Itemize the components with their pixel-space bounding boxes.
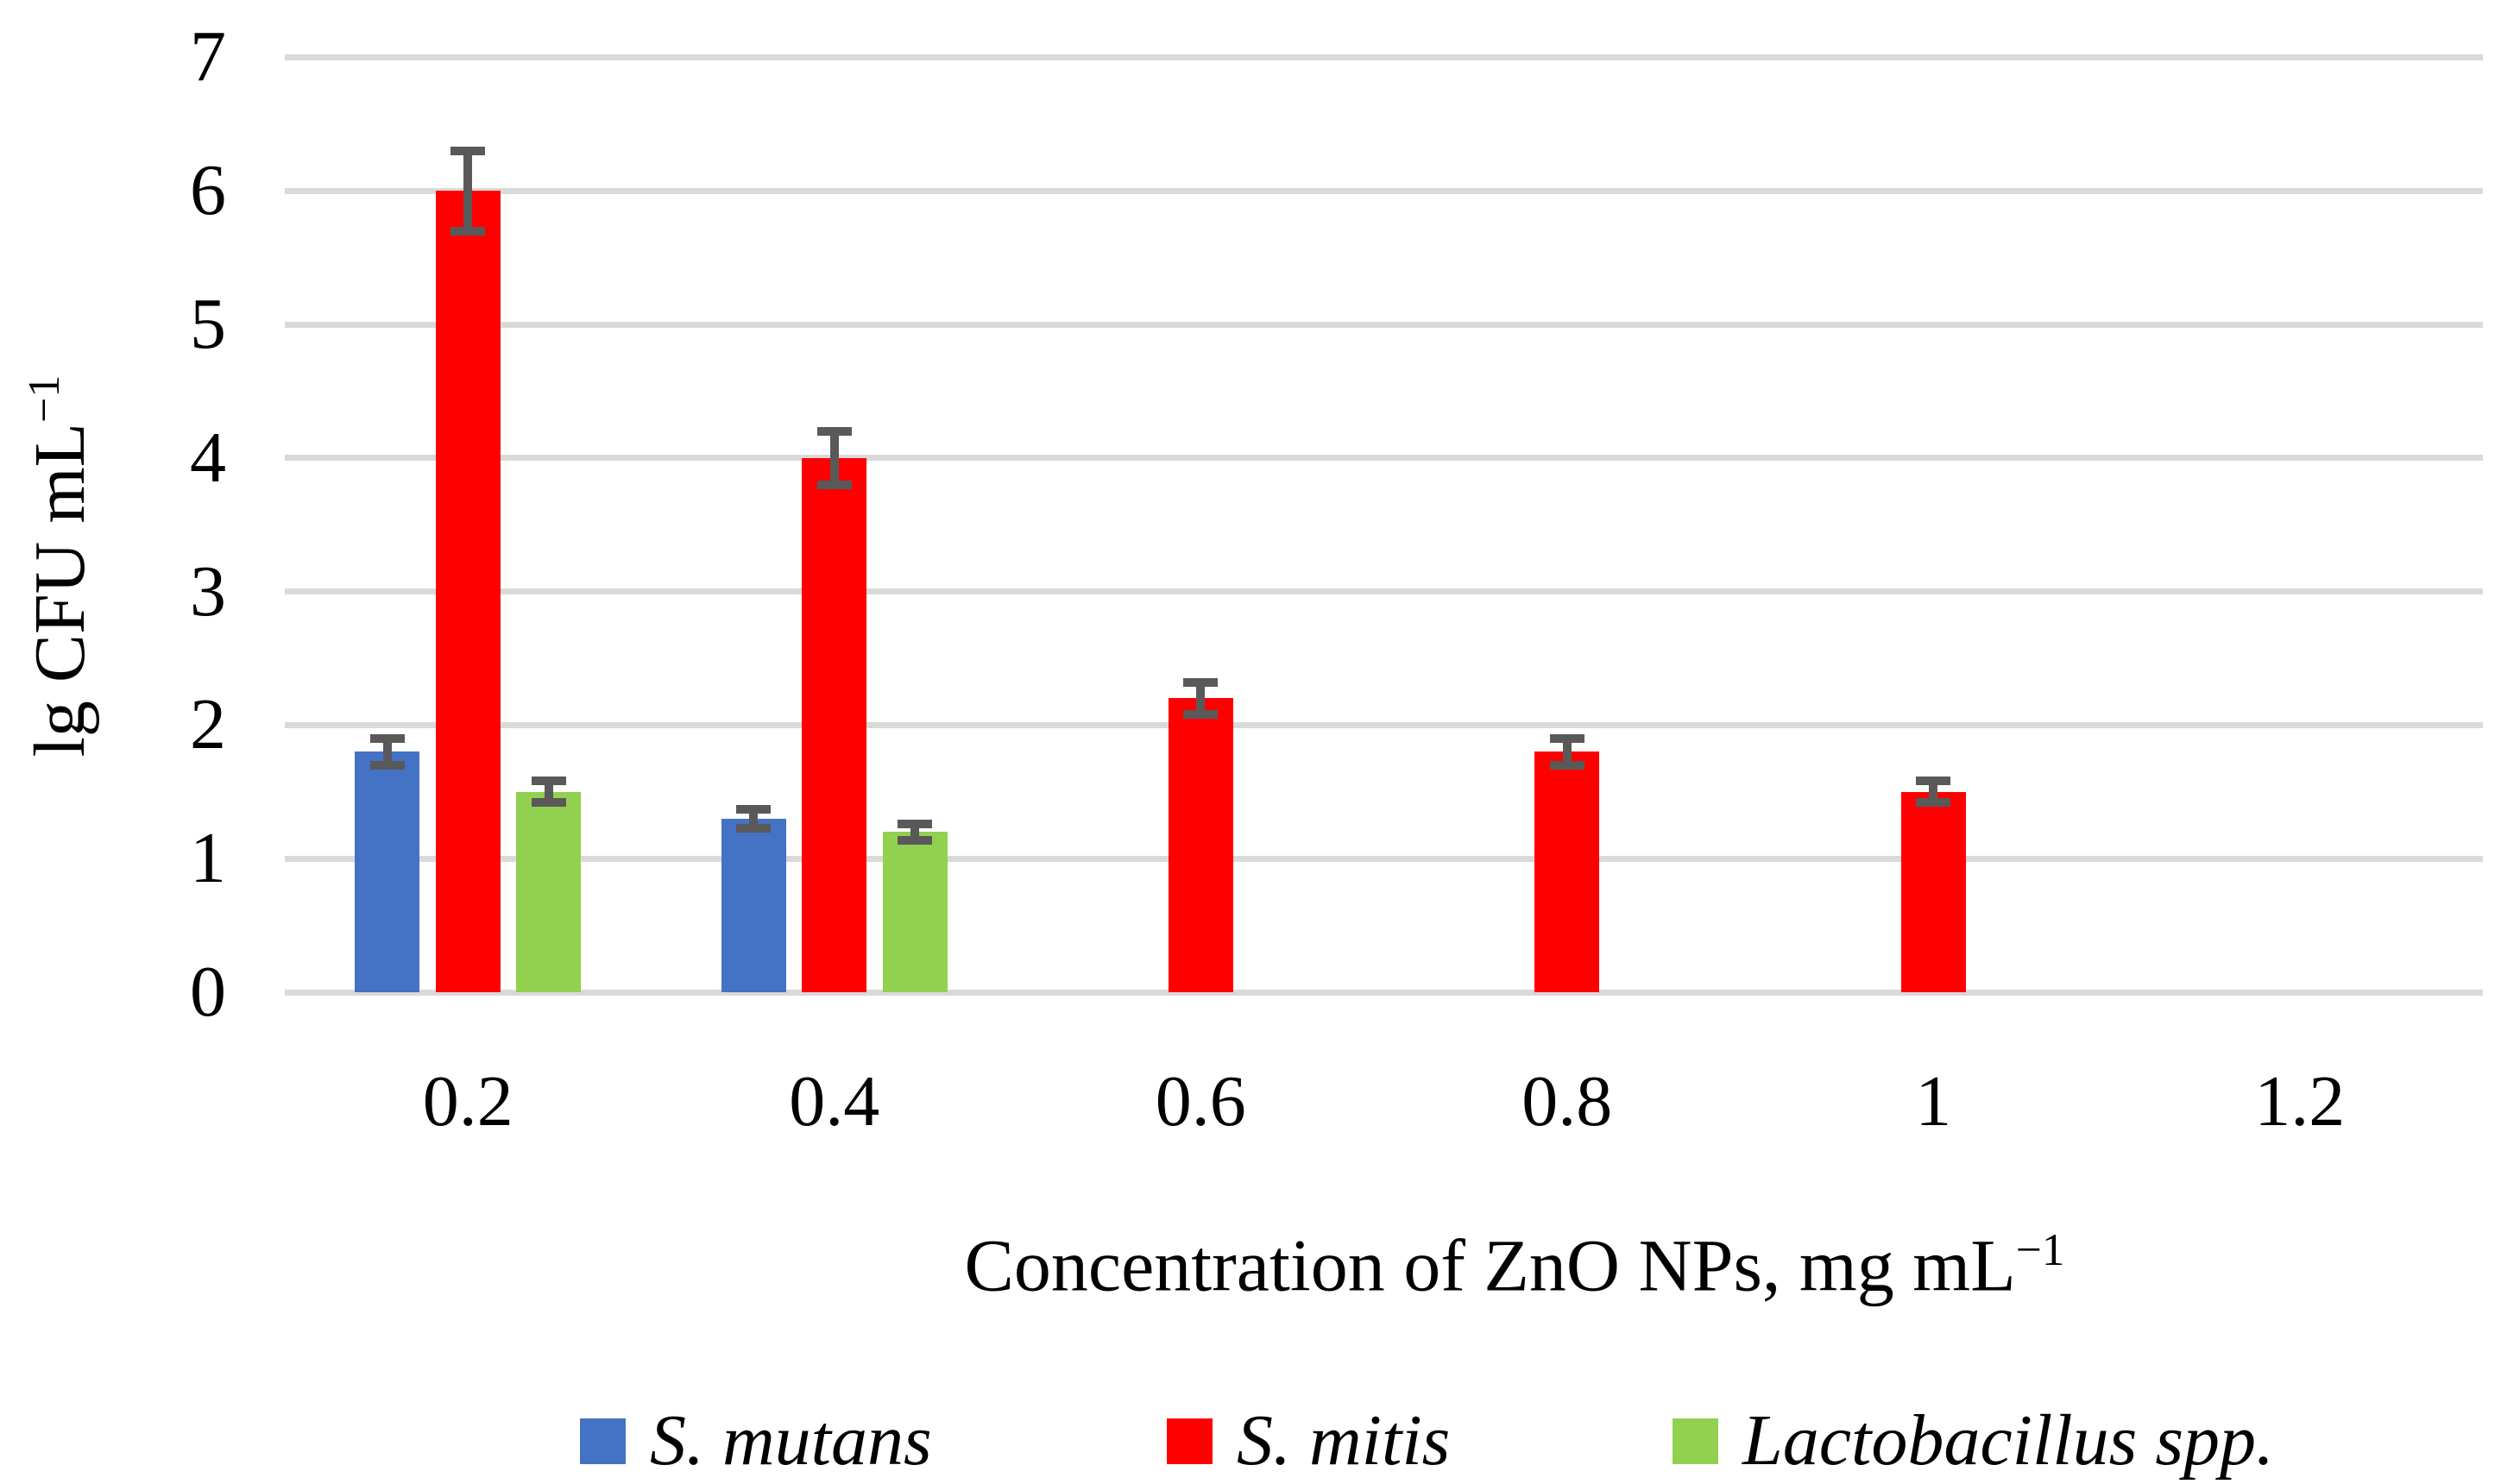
error-bar-cap-top [1916, 777, 1951, 786]
x-axis-title-superscript: −1 [2015, 1223, 2065, 1275]
error-bar-cap-top [898, 819, 933, 828]
legend-item-s-mutans: S. mutans [580, 1405, 932, 1477]
error-bar-cap-bottom [1549, 760, 1584, 770]
error-bar-cap-bottom [816, 480, 852, 489]
y-tick-label: 4 [190, 417, 226, 498]
error-bar-cap-top [1183, 677, 1219, 687]
error-bar-line [829, 431, 839, 485]
legend-label: S. mutans [650, 1400, 932, 1481]
error-bar-cap-bottom [1183, 710, 1219, 720]
gridline-y-5 [285, 321, 2483, 328]
gridline-y-2 [285, 721, 2483, 728]
legend-swatch [1167, 1418, 1213, 1464]
y-tick-label: 2 [190, 684, 226, 765]
error-bar-cap-top [450, 146, 486, 155]
error-bar-line [1929, 781, 1938, 803]
legend-swatch [580, 1418, 626, 1464]
error-bar-cap-bottom [898, 835, 933, 845]
error-bar-cap-bottom [369, 760, 405, 770]
x-axis-title: Concentration of ZnO NPs, mg mL−1 [965, 1206, 2065, 1309]
error-bar-cap-bottom [450, 226, 486, 236]
legend-label: S. mitis [1237, 1400, 1451, 1481]
y-tick-label: 7 [190, 16, 226, 97]
error-bar-cap-bottom [1916, 798, 1951, 808]
legend-label: Lactobacillus spp. [1742, 1400, 2275, 1481]
gridline-y-1 [285, 855, 2483, 862]
error-bar-line [910, 823, 920, 840]
x-tick-label: 0.4 [789, 1061, 880, 1141]
error-bar-cap-top [1549, 733, 1584, 743]
y-tick-label: 3 [190, 550, 226, 632]
y-tick-label: 0 [190, 952, 226, 1032]
error-bar-cap-bottom [531, 798, 566, 808]
bar-lactobacillus-spp--0.2 [516, 791, 582, 992]
bar-s-mitis-0.8 [1534, 751, 1600, 992]
y-tick-label: 6 [190, 150, 226, 231]
error-bar-cap-top [369, 733, 405, 743]
x-tick-label: 0.8 [1521, 1061, 1613, 1141]
gridline-y-3 [285, 588, 2483, 595]
error-bar-line [749, 808, 759, 828]
error-bar-line [544, 781, 553, 803]
bar-s-mitis-0.2 [435, 191, 501, 992]
x-tick-label: 1.2 [2254, 1061, 2346, 1141]
error-bar-cap-bottom [736, 823, 772, 833]
gridline-y-7 [285, 53, 2483, 60]
x-tick-label: 0.6 [1155, 1061, 1246, 1141]
bar-s-mitis-0.4 [802, 457, 867, 992]
error-bar-line [463, 150, 473, 231]
bar-s-mutans-0.2 [355, 751, 420, 992]
error-bar-line [1196, 682, 1206, 714]
legend-swatch [1673, 1418, 1718, 1464]
y-tick-label: 1 [190, 818, 226, 899]
gridline-y-4 [285, 455, 2483, 462]
x-axis-title-text: Concentration of ZnO NPs, mg mL [964, 1223, 2016, 1307]
bar-s-mutans-0.4 [721, 818, 786, 992]
gridline-y-6 [285, 187, 2483, 194]
bar-s-mitis-0.6 [1168, 698, 1233, 992]
gridline-y-0 [285, 989, 2483, 996]
y-tick-label: 5 [190, 284, 226, 364]
error-bar-line [1562, 738, 1572, 765]
error-bar-cap-top [816, 426, 852, 436]
error-bar-cap-top [531, 777, 566, 786]
error-bar-line [382, 738, 392, 765]
y-axis-title-superscript: −1 [20, 374, 69, 424]
legend-item-lactobacillus-spp-: Lactobacillus spp. [1673, 1405, 2274, 1477]
x-tick-label: 1 [1915, 1061, 1952, 1141]
bar-lactobacillus-spp--0.4 [882, 832, 948, 992]
bar-s-mitis-1 [1900, 791, 1966, 992]
error-bar-cap-top [736, 804, 772, 814]
legend-item-s-mitis: S. mitis [1167, 1405, 1450, 1477]
x-tick-label: 0.2 [422, 1061, 513, 1141]
